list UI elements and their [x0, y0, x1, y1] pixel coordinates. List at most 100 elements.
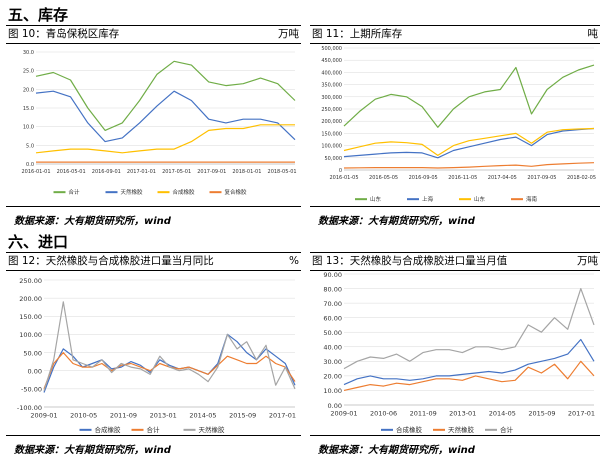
y-tick-label: -100.00: [17, 404, 42, 412]
figure-13-title: 图 13：天然橡胶与合成橡胶进口量当月值: [312, 255, 508, 267]
figure-10-unit: 万吨: [278, 28, 299, 40]
legend-label: 天然橡胶: [121, 188, 144, 196]
x-tick-label: 2015-09: [528, 410, 555, 418]
y-tick-label: 200,000: [321, 119, 342, 125]
series-line-1: [343, 338, 595, 386]
legend-label: 上海: [422, 195, 434, 203]
y-tick-label: 250.00: [19, 277, 42, 285]
x-tick-label: 2017-09-01: [197, 169, 226, 175]
y-tick-label: 30.00: [323, 358, 342, 366]
x-tick-label: 2010-06: [370, 410, 397, 418]
x-tick-label: 2017-04-05: [488, 175, 517, 181]
figure-header-rule: [310, 270, 600, 271]
figure-12-source: 数据来源：大有期货研究所，wind: [14, 445, 171, 456]
figure-bottom-rule: [310, 435, 600, 436]
y-tick-label: 250,000: [321, 107, 342, 113]
x-tick-label: 2014-05: [189, 412, 216, 420]
y-tick-label: 450,000: [321, 58, 342, 64]
section-title-inventory: 五、库存: [8, 6, 69, 24]
x-tick-label: 2016-05-05: [369, 175, 398, 181]
import-volume-chart: 0.00 10.00 20.00 30.00 40.00 50.00 60.00 70.00 8…: [323, 271, 595, 434]
y-tick-label: 0: [339, 168, 342, 174]
y-tick-label: 70.00: [323, 300, 342, 308]
figure-top-rule: [310, 25, 600, 26]
series-line-2: [35, 90, 296, 143]
y-tick-label: 50.00: [23, 349, 42, 357]
series-line-3: [343, 127, 595, 157]
figure-10-title: 图 10：青岛保税区库存: [8, 28, 120, 40]
y-tick-label: 5.0: [26, 143, 34, 149]
x-tick-label: 2016-05-01: [57, 169, 86, 175]
y-tick-label: 50,000: [325, 156, 343, 162]
figure-12-title: 图 12：天然橡胶与合成橡胶进口量当月同比: [8, 255, 214, 267]
figure-13-source: 数据来源：大有期货研究所，wind: [318, 445, 475, 456]
y-tick-label: 60.00: [323, 314, 342, 322]
y-tick-label: 400,000: [321, 70, 342, 76]
series-line-3: [35, 124, 295, 154]
legend-label: 合成橡胶: [396, 425, 423, 434]
y-tick-label: 150,000: [321, 131, 342, 137]
legend-label: 海南: [526, 195, 538, 203]
y-tick-label: 90.00: [323, 271, 342, 279]
figure-11-header: 图 11：上期所库存 吨: [310, 26, 600, 42]
x-tick-label: 2018-05-01: [268, 169, 297, 175]
x-tick-label: 2013-01: [150, 412, 177, 420]
x-tick-label: 2015-09: [229, 412, 256, 420]
figure-header-rule: [6, 43, 301, 44]
x-tick-label: 2013-01: [449, 410, 476, 418]
shfe-inventory-chart: 0 50,000 100,000 150,000 200,000 250,000 300,0…: [321, 46, 596, 203]
x-tick-label: 2016-01-05: [329, 175, 358, 181]
figure-11-unit: 吨: [587, 28, 599, 40]
x-tick-label: 2016-01-01: [21, 169, 50, 175]
series-line-3: [43, 301, 296, 391]
figure-header-rule: [6, 270, 301, 271]
x-tick-label: 2017-05-01: [162, 169, 191, 175]
figure-top-rule: [6, 252, 301, 253]
legend-label: 合计: [147, 425, 161, 434]
legend-label: 复合橡胶: [225, 188, 248, 196]
legend-label: 合计: [69, 188, 81, 196]
y-tick-label: 10.0: [23, 125, 34, 131]
y-tick-label: 0.00: [328, 402, 342, 410]
y-tick-label: 100,000: [321, 144, 342, 150]
x-tick-label: 2010-05: [70, 412, 97, 420]
y-tick-label: 100.00: [19, 331, 42, 339]
figure-top-rule: [310, 252, 600, 253]
figure-10-source: 数据来源：大有期货研究所，wind: [14, 216, 171, 227]
figure-13-unit: 万吨: [577, 255, 598, 267]
y-tick-label: 15.0: [23, 106, 34, 112]
y-tick-label: 150.00: [19, 313, 42, 321]
y-tick-label: 80.00: [323, 285, 342, 293]
series-line-2: [343, 360, 595, 391]
x-tick-label: 2011-09: [410, 410, 437, 418]
x-tick-label: 2017-09-05: [527, 175, 556, 181]
legend-label: 天然橡胶: [199, 425, 226, 434]
x-tick-label: 2016-11-05: [448, 175, 477, 181]
series-line-2: [343, 127, 595, 159]
y-tick-label: 0.0: [26, 162, 34, 168]
import-yoy-chart: -100.00 -50.00 0.00 50.00 100.00 150.00 200.00…: [17, 277, 296, 434]
x-tick-label: 2018-02-05: [567, 175, 596, 181]
y-tick-label: 20.00: [323, 373, 342, 381]
series-line-1: [343, 64, 595, 128]
legend-label: 天然橡胶: [448, 425, 475, 434]
qingdao-inventory-chart: 0.0 5.0 10.0 15.0 20.0 25.0 30.0 2016-01-01 2016…: [21, 50, 297, 196]
y-tick-label: 0.00: [28, 367, 42, 375]
x-tick-label: 2011-09: [110, 412, 137, 420]
x-tick-label: 2009-01: [330, 410, 357, 418]
y-tick-label: 30.0: [23, 50, 34, 56]
series-line-4: [343, 162, 595, 169]
figure-12-unit: %: [289, 255, 299, 267]
x-tick-label: 2014-05: [489, 410, 516, 418]
legend-label: 合计: [500, 425, 514, 434]
series-line-1: [35, 60, 296, 132]
figure-top-rule: [6, 25, 301, 26]
section-title-import: 六、进口: [8, 233, 69, 251]
x-tick-label: 2016-09-01: [92, 169, 121, 175]
figure-11-source: 数据来源：大有期货研究所，wind: [318, 216, 475, 227]
legend-label: 合成橡胶: [173, 188, 196, 196]
y-tick-label: 50.00: [323, 329, 342, 337]
y-tick-label: 300,000: [321, 95, 342, 101]
y-tick-label: 500,000: [321, 46, 342, 52]
figure-11-title: 图 11：上期所库存: [312, 28, 403, 40]
